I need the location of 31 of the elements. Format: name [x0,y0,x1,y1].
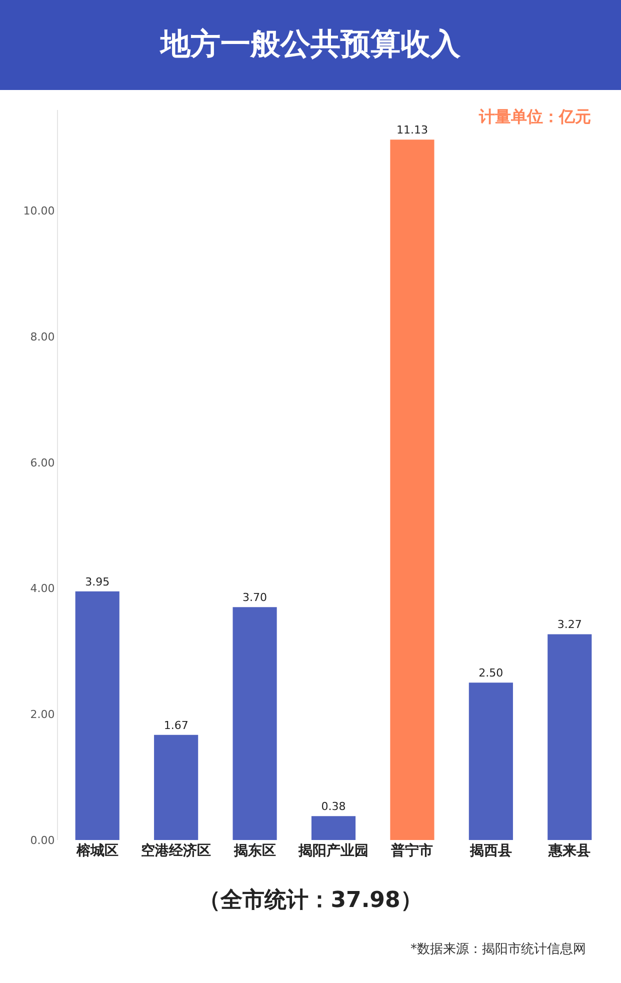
bar [154,734,198,840]
bar [468,682,513,840]
y-tick-label: 8.00 [30,330,55,344]
y-tick-label: 4.00 [30,582,55,596]
data-label: 11.13 [396,124,428,137]
x-tick-label: 揭西县 [468,843,512,859]
text: *数据来源：揭阳市统计信息网 [410,941,586,958]
x-tick-label: 榕城区 [75,842,118,859]
bar [311,816,356,840]
annotation: 计量单位：亿元 [479,107,591,128]
data-label: 1.67 [164,718,188,732]
data-label: 2.50 [478,666,504,680]
x-tick-label: 揭阳产业园 [298,842,368,859]
y-tick-label: 6.00 [30,456,55,470]
x-tick-label: 惠来县 [548,843,591,859]
bar [390,140,434,840]
data-label: 0.38 [321,800,346,814]
bar [232,607,277,840]
x-tick-label: 揭东区 [232,842,276,859]
data-label: 3.27 [557,618,582,632]
y-tick-label: 0.00 [30,834,55,847]
y-tick-label: 10.00 [23,204,55,218]
bar [75,591,120,840]
data-label: 3.95 [85,575,110,588]
y-tick-label: 2.00 [30,708,55,721]
bar [548,634,592,840]
x-tick-label: 普宁市 [390,842,434,859]
x-tick-label: 空港经济区 [141,842,212,859]
text: （全市统计：37.98） [198,886,424,915]
chart-title: 地方一般公共预算收入 [0,0,621,90]
data-label: 3.70 [242,591,268,604]
